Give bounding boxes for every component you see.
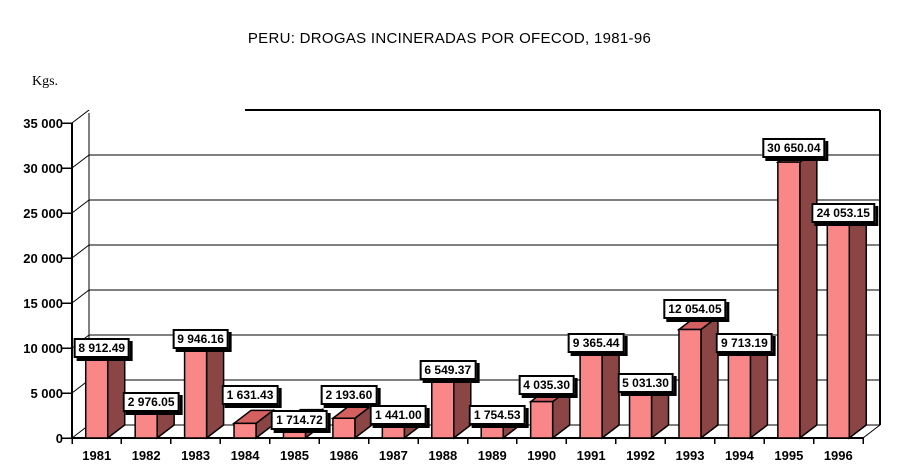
bar-data-label: 30 650.04 bbox=[762, 138, 826, 159]
x-tick-label: 1989 bbox=[477, 448, 507, 463]
x-tick-label: 1993 bbox=[675, 448, 705, 463]
bar-data-label: 6 549.37 bbox=[419, 360, 477, 381]
bar-side-face bbox=[749, 336, 769, 440]
x-tick-label: 1983 bbox=[181, 448, 211, 463]
y-tick-depth-connector bbox=[71, 289, 90, 304]
bar-front-face bbox=[84, 357, 109, 439]
x-tick-label: 1992 bbox=[626, 448, 655, 463]
y-tick-label: 0 bbox=[55, 431, 63, 446]
x-tick-label: 1987 bbox=[378, 448, 408, 463]
chart-title: PERU: DROGAS INCINERADAS POR OFECOD, 198… bbox=[247, 30, 652, 47]
y-tick-depth-connector bbox=[71, 109, 90, 124]
x-tick-label: 1984 bbox=[230, 448, 260, 463]
bar-front-face bbox=[628, 391, 653, 439]
bar-side-face bbox=[799, 147, 818, 440]
x-tick-label: 1982 bbox=[131, 448, 161, 463]
x-tick-label: 1990 bbox=[527, 448, 557, 463]
bar-data-label: 24 053.15 bbox=[811, 202, 875, 223]
x-tick-label: 1996 bbox=[823, 448, 853, 463]
y-tick-depth-connector bbox=[71, 244, 90, 259]
bar-front-face bbox=[183, 347, 208, 439]
x-tick-label: 1986 bbox=[329, 448, 359, 463]
bar-data-label: 8 912.49 bbox=[73, 337, 131, 358]
x-tick-label: 1985 bbox=[280, 448, 309, 463]
bar-front-face bbox=[233, 422, 257, 439]
y-tick-depth-connector bbox=[71, 154, 90, 169]
x-tick-label: 1991 bbox=[576, 448, 606, 463]
y-tick-label: 25 000 bbox=[23, 206, 63, 221]
y-axis-unit-label: Kgs. bbox=[32, 74, 59, 89]
x-tick-label: 1995 bbox=[774, 448, 804, 463]
bar-data-label: 1 754.53 bbox=[468, 405, 526, 426]
bar-front-face bbox=[826, 220, 851, 439]
y-tick-label: 30 000 bbox=[23, 161, 63, 176]
x-tick-label: 1994 bbox=[724, 448, 754, 463]
bar-front-face bbox=[579, 352, 603, 439]
bar-front-face bbox=[134, 410, 158, 439]
y-tick-label: 15 000 bbox=[23, 296, 63, 311]
bar-front-face bbox=[777, 161, 801, 439]
bar-front-face bbox=[529, 400, 554, 439]
y-tick-label: 20 000 bbox=[23, 251, 63, 266]
bar-data-label: 1 441.00 bbox=[369, 405, 427, 426]
bar-data-label: 2 976.05 bbox=[122, 392, 180, 413]
bar-data-label: 9 713.19 bbox=[716, 332, 773, 353]
bar-data-label: 1 631.43 bbox=[221, 385, 279, 406]
bar-front-face bbox=[381, 424, 406, 439]
bar-front-face bbox=[727, 349, 752, 439]
bar-front-face bbox=[678, 328, 702, 439]
bar-front-face bbox=[431, 378, 455, 439]
bar-front-face bbox=[332, 417, 356, 439]
bar-data-label: 12 054.05 bbox=[663, 298, 727, 319]
y-tick-label: 35 000 bbox=[23, 116, 63, 131]
x-tick-label: 1988 bbox=[428, 448, 458, 463]
bar-data-label: 2 193.60 bbox=[320, 385, 378, 406]
bar-data-label: 9 365.44 bbox=[567, 332, 625, 353]
bar-side-face bbox=[848, 207, 868, 440]
x-tick-label: 1981 bbox=[82, 448, 112, 463]
floor-right-diagonal bbox=[862, 424, 881, 439]
y-tick-depth-connector bbox=[71, 199, 90, 214]
y-tick-label: 10 000 bbox=[23, 341, 63, 356]
y-tick-label: 5 000 bbox=[30, 386, 63, 401]
bar-data-label: 1 714.72 bbox=[271, 409, 328, 430]
bar-data-label: 4 035.30 bbox=[518, 374, 576, 395]
bar-data-label: 5 031.30 bbox=[617, 372, 674, 393]
bar-data-label: 9 946.16 bbox=[172, 329, 229, 350]
